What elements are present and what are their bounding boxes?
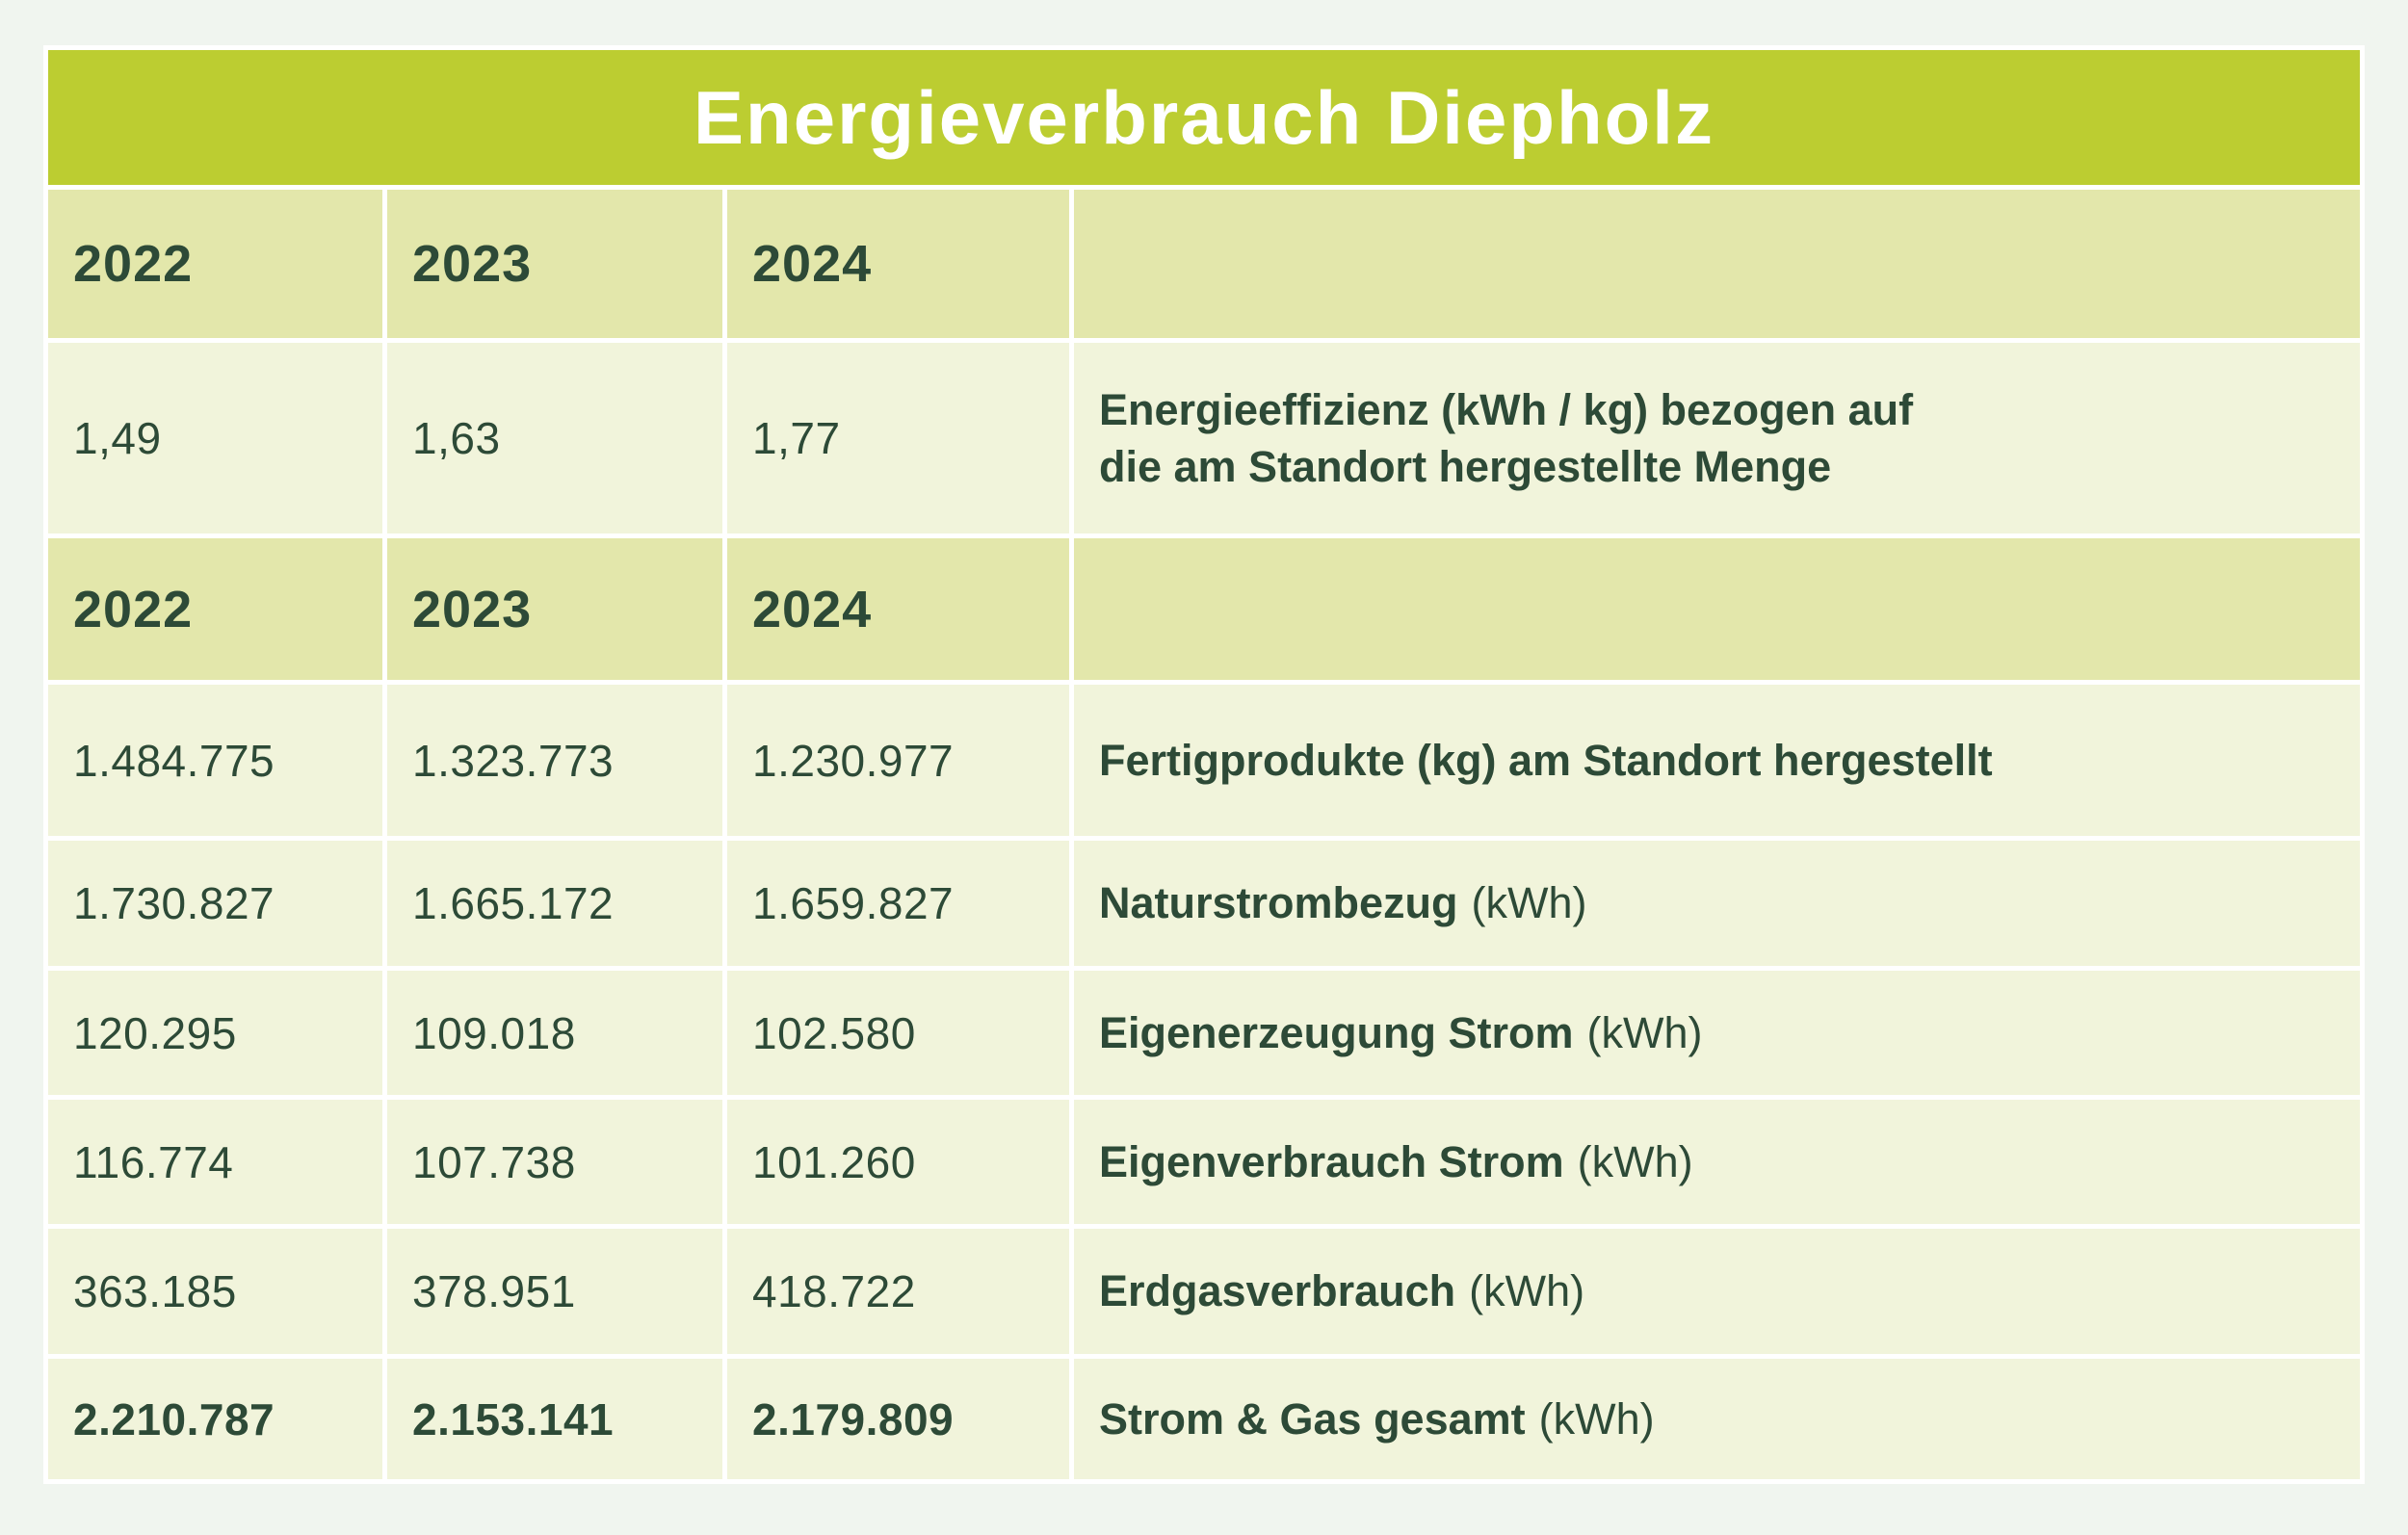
- row-label-unit: (kWh): [1538, 1393, 1655, 1444]
- eigenerzeugung-strom-2023: 109.018: [387, 971, 722, 1095]
- fertigprodukte-2023: 1.323.773: [387, 685, 722, 836]
- erdgasverbrauch-2023: 378.951: [387, 1229, 722, 1354]
- row-label-fertigprodukte: Fertigprodukte (kg) am Standort hergeste…: [1074, 685, 2360, 836]
- row-label-unit: (kWh): [1586, 1007, 1703, 1057]
- year-header-1-empty: [1074, 190, 2360, 338]
- erdgasverbrauch-2024: 418.722: [727, 1229, 1069, 1354]
- row-label-bold: Eigenverbrauch Strom: [1099, 1136, 1564, 1186]
- energy-consumption-table: Energieverbrauch Diepholz 2022 2023 2024…: [43, 45, 2365, 1484]
- row-label-eigenverbrauch-strom: Eigenverbrauch Strom (kWh): [1074, 1100, 2360, 1224]
- year-header-2-2024: 2024: [727, 538, 1069, 680]
- row-label-bold: Strom & Gas gesamt: [1099, 1393, 1526, 1444]
- year-header-1-2023: 2023: [387, 190, 722, 338]
- strom-gas-gesamt-2024: 2.179.809: [727, 1359, 1069, 1479]
- eigenverbrauch-strom-2024: 101.260: [727, 1100, 1069, 1224]
- fertigprodukte-2024: 1.230.977: [727, 685, 1069, 836]
- table-title: Energieverbrauch Diepholz: [48, 50, 2360, 185]
- row-label-unit: (kWh): [1471, 878, 1587, 927]
- year-header-2-2023: 2023: [387, 538, 722, 680]
- row-label-bold: Erdgasverbrauch: [1099, 1266, 1456, 1316]
- eigenverbrauch-strom-2022: 116.774: [48, 1100, 382, 1224]
- erdgasverbrauch-2022: 363.185: [48, 1229, 382, 1354]
- year-header-1-2024: 2024: [727, 190, 1069, 338]
- row-label-bold: Eigenerzeugung Strom: [1099, 1007, 1574, 1057]
- row-label-unit: (kWh): [1469, 1266, 1585, 1315]
- eigenerzeugung-strom-2022: 120.295: [48, 971, 382, 1095]
- row-label-energieeffizienz: Energieeffizienz (kWh / kg) bezogen auf …: [1074, 343, 2360, 533]
- eigenverbrauch-strom-2023: 107.738: [387, 1100, 722, 1224]
- year-header-1-2022: 2022: [48, 190, 382, 338]
- energieeffizienz-2022: 1,49: [48, 343, 382, 533]
- fertigprodukte-2022: 1.484.775: [48, 685, 382, 836]
- row-label-bold: Fertigprodukte (kg) am Standort hergeste…: [1099, 735, 1993, 785]
- row-label-strom-gas-gesamt: Strom & Gas gesamt (kWh): [1074, 1359, 2360, 1479]
- energieeffizienz-2024: 1,77: [727, 343, 1069, 533]
- year-header-2-empty: [1074, 538, 2360, 680]
- energieeffizienz-2023: 1,63: [387, 343, 722, 533]
- naturstrombezug-2022: 1.730.827: [48, 841, 382, 966]
- row-label-naturstrombezug: Naturstrombezug (kWh): [1074, 841, 2360, 966]
- year-header-2-2022: 2022: [48, 538, 382, 680]
- row-label-eigenerzeugung-strom: Eigenerzeugung Strom (kWh): [1074, 971, 2360, 1095]
- strom-gas-gesamt-2023: 2.153.141: [387, 1359, 722, 1479]
- naturstrombezug-2023: 1.665.172: [387, 841, 722, 966]
- strom-gas-gesamt-2022: 2.210.787: [48, 1359, 382, 1479]
- row-label-bold: Energieeffizienz (kWh / kg) bezogen auf …: [1099, 384, 1914, 491]
- eigenerzeugung-strom-2024: 102.580: [727, 971, 1069, 1095]
- row-label-unit: (kWh): [1577, 1136, 1693, 1186]
- row-label-erdgasverbrauch: Erdgasverbrauch (kWh): [1074, 1229, 2360, 1354]
- naturstrombezug-2024: 1.659.827: [727, 841, 1069, 966]
- row-label-bold: Naturstrombezug: [1099, 878, 1458, 928]
